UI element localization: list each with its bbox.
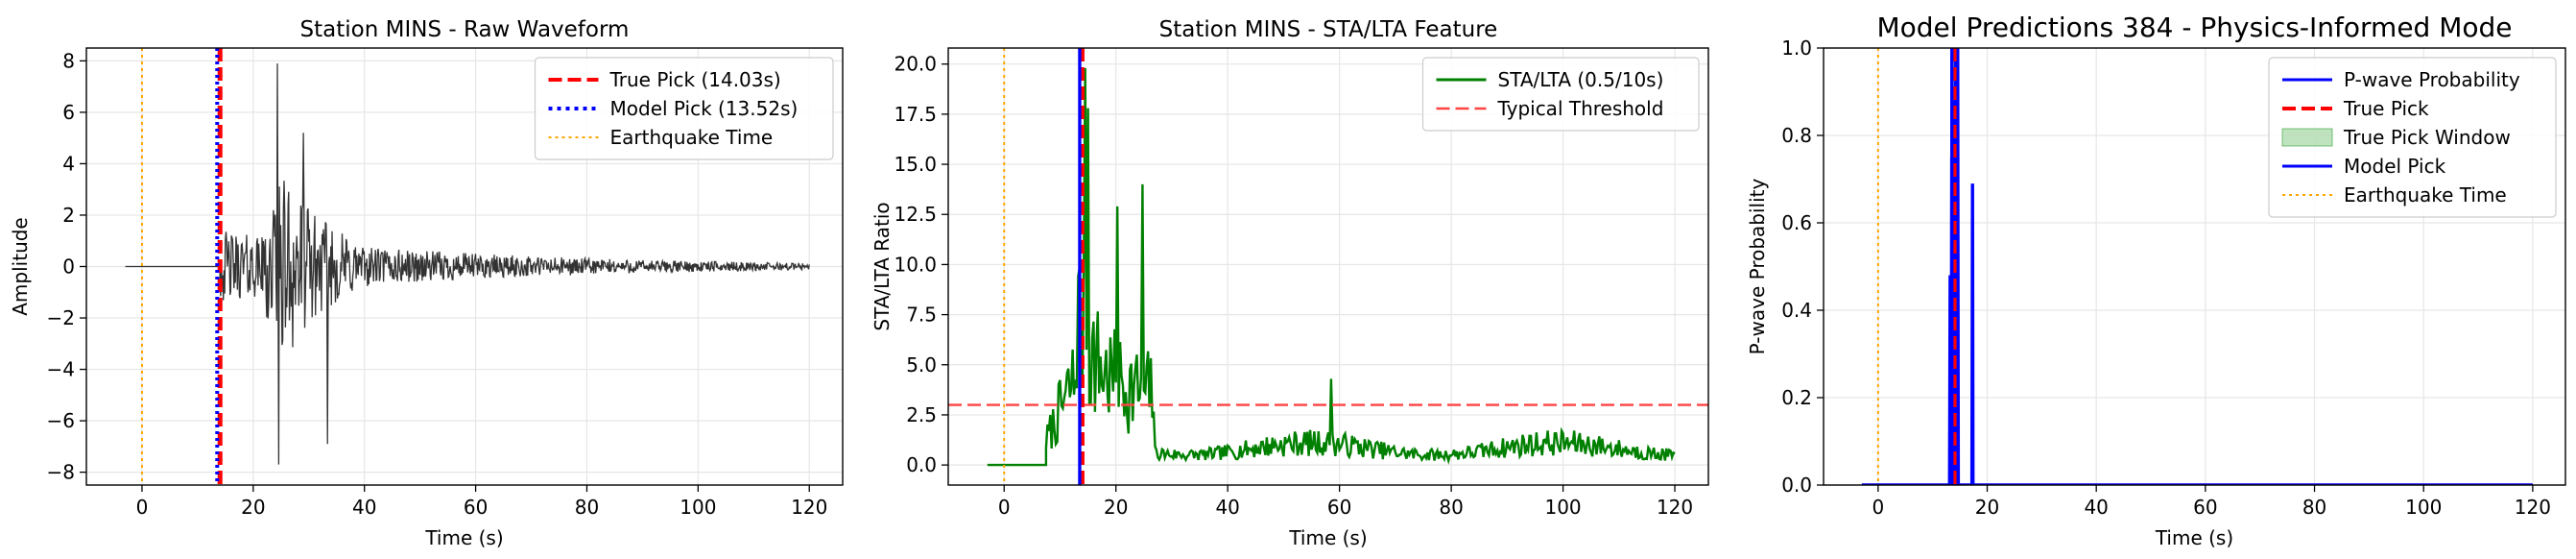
x-tick-label: 40 [352,496,376,519]
x-tick-label: 100 [2405,496,2442,519]
x-tick-label: 60 [464,496,488,519]
x-tick-label: 120 [791,496,827,519]
chart-title: Station MINS - STA/LTA Feature [1159,17,1498,42]
legend-label: True Pick Window [2343,126,2511,149]
legend-frame [534,57,834,160]
y-tick-label: 0.0 [906,453,937,476]
x-tick-label: 40 [1215,496,1239,519]
axes-frame [947,47,1709,486]
x-tick-label: 60 [1327,496,1351,519]
legend: True Pick (14.03s) Model Pick (13.52s) Ear… [534,57,834,160]
x-tick-label: 0 [1872,496,1884,519]
legend: P-wave Probability True Pick True Pick Win… [2268,57,2557,218]
y-axis-label: P-wave Probability [1746,179,1769,355]
x-tick-label: 0 [136,496,149,519]
y-tick-label: 5.0 [906,353,937,377]
y-tick-label: 0.4 [1781,299,1812,322]
x-tick-label: 60 [2193,496,2217,519]
stalta-line [987,67,1676,467]
x-tick-label: 40 [2084,496,2108,519]
legend-label: STA/LTA (0.5/10s) [1498,68,1664,91]
y-tick-label: −2 [47,306,75,329]
y-tick-label: −6 [47,409,75,432]
legend: STA/LTA (0.5/10s) Typical Threshold [1421,57,1700,132]
x-tick-label: 80 [575,496,599,519]
stalta-chart: 0 20 40 60 80 100 120 0.0 2.5 5.0 7.5 10.0 12.5 15.0 1… [871,17,1709,549]
plot-area [948,48,1708,485]
legend-label: Earthquake Time [2344,183,2507,207]
x-tick-label: 80 [2302,496,2326,519]
x-tick-label: 20 [1104,496,1128,519]
plot-area [1861,48,2533,485]
y-tick-label: 0.6 [1781,211,1812,234]
legend-label: P-wave Probability [2344,68,2520,91]
y-tick-label: 12.5 [894,203,937,226]
y-tick-label: 15.0 [894,153,937,176]
y-tick-label: 6 [62,101,75,124]
y-tick-label: 0.0 [1781,474,1812,497]
y-tick-label: 0 [62,255,75,279]
y-tick-label: 20.0 [894,53,937,76]
legend-label: Typical Threshold [1497,97,1664,120]
legend-label: True Pick [2343,97,2429,120]
y-tick-label: 1.0 [1781,36,1812,60]
y-tick-label: 7.5 [906,304,937,327]
y-axis-label: Amplitude [9,217,32,316]
x-tick-label: 20 [241,496,265,519]
chart-title: Station MINS - Raw Waveform [300,17,630,42]
legend-label: Model Pick (13.52s) [610,97,799,120]
x-tick-label: 20 [1975,496,1999,519]
y-axis-label: STA/LTA Ratio [871,202,894,330]
plot-area [125,48,810,485]
legend-frame [1421,57,1700,132]
x-tick-label: 0 [998,496,1011,519]
chart-title: Model Predictions 384 - Physics-Informed… [1876,12,2512,43]
y-tick-label: −4 [47,358,75,381]
x-axis-label: Time (s) [2155,526,2233,549]
x-tick-label: 120 [2515,496,2551,519]
axes-frame [1823,47,2566,486]
waveform-line [125,63,810,465]
x-tick-label: 100 [680,496,716,519]
x-axis-label: Time (s) [1288,526,1367,549]
x-tick-label: 80 [1439,496,1463,519]
y-tick-label: 2 [62,204,75,227]
x-tick-label: 120 [1657,496,1693,519]
y-tick-label: 17.5 [894,103,937,126]
x-axis-label: Time (s) [424,526,503,549]
prediction-chart: 0 20 40 60 80 100 120 0.0 0.2 0.4 0.6 0.8 1.0 Model P… [1746,12,2566,549]
y-tick-label: 8 [62,49,75,72]
waveform-chart: 0 20 40 60 80 100 120 −8 −6 −4 −2 0 2 4 6 8 Station MINS… [9,17,844,549]
legend-frame [2268,57,2557,218]
y-tick-label: 10.0 [894,253,937,276]
legend-label: True Pick (14.03s) [609,68,781,91]
legend-swatch [2281,128,2333,147]
x-tick-label: 100 [1544,496,1581,519]
y-tick-label: 0.8 [1781,124,1812,147]
legend-label: Model Pick [2344,155,2446,178]
y-tick-label: 4 [62,152,75,175]
y-tick-label: −8 [47,461,75,484]
legend-label: Earthquake Time [610,126,774,149]
y-tick-label: 0.2 [1781,386,1812,409]
y-tick-label: 2.5 [906,403,937,426]
